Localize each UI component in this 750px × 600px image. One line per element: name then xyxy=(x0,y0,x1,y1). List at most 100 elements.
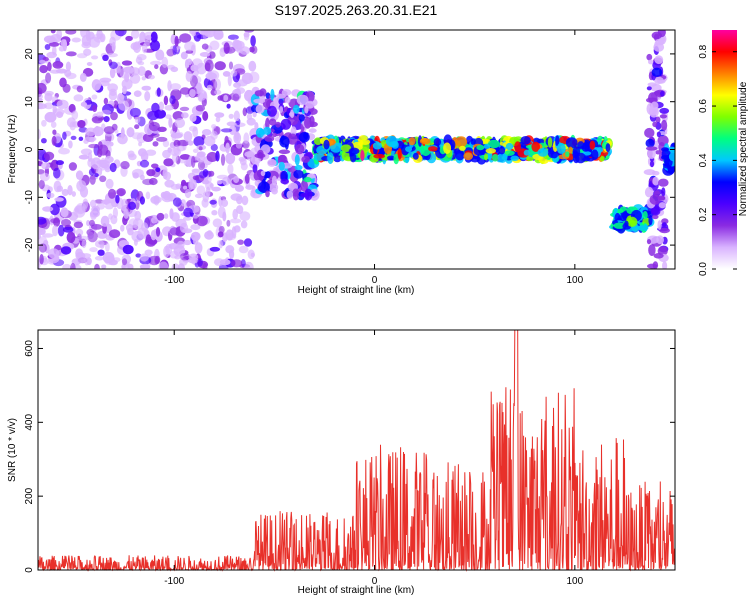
heatmap-cell xyxy=(148,177,158,186)
heatmap-cell xyxy=(62,226,74,233)
heatmap-cell xyxy=(62,39,68,52)
heatmap-cell xyxy=(236,205,244,215)
heatmap-cell xyxy=(127,150,135,158)
heatmap-cell xyxy=(209,199,217,205)
heatmap-cell xyxy=(309,115,315,127)
heatmap-cell xyxy=(59,77,67,88)
heatmap-cell xyxy=(661,119,668,131)
heatmap-cell xyxy=(225,229,234,241)
heatmap-cell xyxy=(230,70,238,77)
heatmap-cell xyxy=(38,236,48,246)
heatmap-cell xyxy=(109,141,114,147)
colorbar-tick-label: 0.8 xyxy=(698,44,709,58)
heatmap-cell xyxy=(412,152,419,160)
heatmap-cell xyxy=(141,222,149,233)
heatmap-cell xyxy=(91,79,102,91)
heatmap-cell xyxy=(169,95,176,105)
snr-y-label: SNR (10 * v/v) xyxy=(7,418,18,482)
heatmap-cell xyxy=(179,252,191,261)
heatmap-cell xyxy=(206,84,213,91)
heatmap-cell xyxy=(225,142,230,154)
heatmap-cell xyxy=(51,135,57,146)
heatmap-cell xyxy=(109,67,116,79)
x-tick-label: 0 xyxy=(372,275,378,286)
heatmap-cell xyxy=(145,35,152,40)
heatmap-cell xyxy=(226,103,231,109)
heatmap-cell xyxy=(183,160,189,166)
heatmap-cell xyxy=(42,206,54,212)
heatmap-cell xyxy=(523,149,531,156)
heatmap-cell xyxy=(41,119,47,127)
heatmap-cell xyxy=(537,148,549,157)
heatmap-cell xyxy=(221,199,229,208)
heatmap-cell xyxy=(151,102,160,113)
y-tick-label: 0 xyxy=(24,567,35,573)
heatmap-cell xyxy=(129,73,141,84)
heatmap-cell xyxy=(205,186,211,198)
heatmap-cell xyxy=(267,105,277,117)
heatmap-cell xyxy=(94,199,104,204)
heatmap-cell xyxy=(279,136,290,148)
heatmap-cell xyxy=(196,82,202,91)
heatmap-cell xyxy=(99,243,105,249)
heatmap-cell xyxy=(163,213,169,219)
heatmap-cell xyxy=(76,235,89,241)
heatmap-cell xyxy=(196,62,207,75)
heatmap-cell xyxy=(204,230,214,240)
heatmap-cell xyxy=(249,46,255,53)
heatmap-cell xyxy=(168,117,173,128)
heatmap-cell xyxy=(192,175,200,181)
heatmap-cell xyxy=(117,133,128,145)
heatmap-cell xyxy=(65,61,71,72)
heatmap-cell xyxy=(455,149,465,161)
heatmap-cell xyxy=(246,113,253,120)
heatmap-cell xyxy=(148,74,155,80)
heatmap-cell xyxy=(120,161,130,170)
heatmap-cell xyxy=(651,31,662,40)
heatmap-cell xyxy=(405,146,413,153)
heatmap-cell xyxy=(227,163,234,175)
heatmap-cell xyxy=(463,152,474,161)
heatmap-cell xyxy=(230,193,243,201)
heatmap-cell xyxy=(139,263,151,269)
heatmap-cell xyxy=(253,98,266,104)
heatmap-cell xyxy=(308,128,317,133)
heatmap-cell xyxy=(270,88,275,101)
heatmap-cell xyxy=(62,131,67,140)
heatmap-cell xyxy=(264,135,275,142)
heatmap-cell xyxy=(184,41,196,52)
heatmap-cell xyxy=(661,187,666,197)
heatmap-cell xyxy=(241,72,253,85)
heatmap-cell xyxy=(280,170,288,182)
heatmap-cell xyxy=(47,61,52,72)
heatmap-cell xyxy=(189,89,196,98)
heatmap-cell xyxy=(141,76,146,81)
heatmap-cell xyxy=(233,175,240,184)
heatmap-cell xyxy=(443,142,452,154)
heatmap-cell xyxy=(55,68,68,74)
heatmap-cell xyxy=(124,72,130,83)
heatmap-cell xyxy=(139,159,150,168)
heatmap-cell xyxy=(94,263,100,269)
heatmap-cell xyxy=(67,185,73,196)
heatmap-cell xyxy=(38,243,48,253)
heatmap-cell xyxy=(483,144,491,149)
heatmap-cell xyxy=(658,178,669,187)
heatmap-cell xyxy=(240,220,248,229)
heatmap-cell xyxy=(77,256,86,264)
heatmap-cell xyxy=(100,215,110,227)
heatmap-cell xyxy=(293,169,304,179)
heatmap-cell xyxy=(220,153,226,166)
heatmap-cell xyxy=(234,184,244,192)
heatmap-cell xyxy=(281,89,292,96)
heatmap-cell xyxy=(488,139,500,149)
heatmap-cell xyxy=(226,219,231,227)
heatmap-cell xyxy=(654,190,660,197)
heatmap-cell xyxy=(38,102,44,109)
heatmap-cell xyxy=(408,137,416,146)
heatmap-cell xyxy=(145,191,151,200)
heatmap-cell xyxy=(278,154,286,162)
heatmap-cell xyxy=(642,211,648,220)
heatmap-cell xyxy=(162,190,171,201)
heatmap-cell xyxy=(84,257,90,266)
